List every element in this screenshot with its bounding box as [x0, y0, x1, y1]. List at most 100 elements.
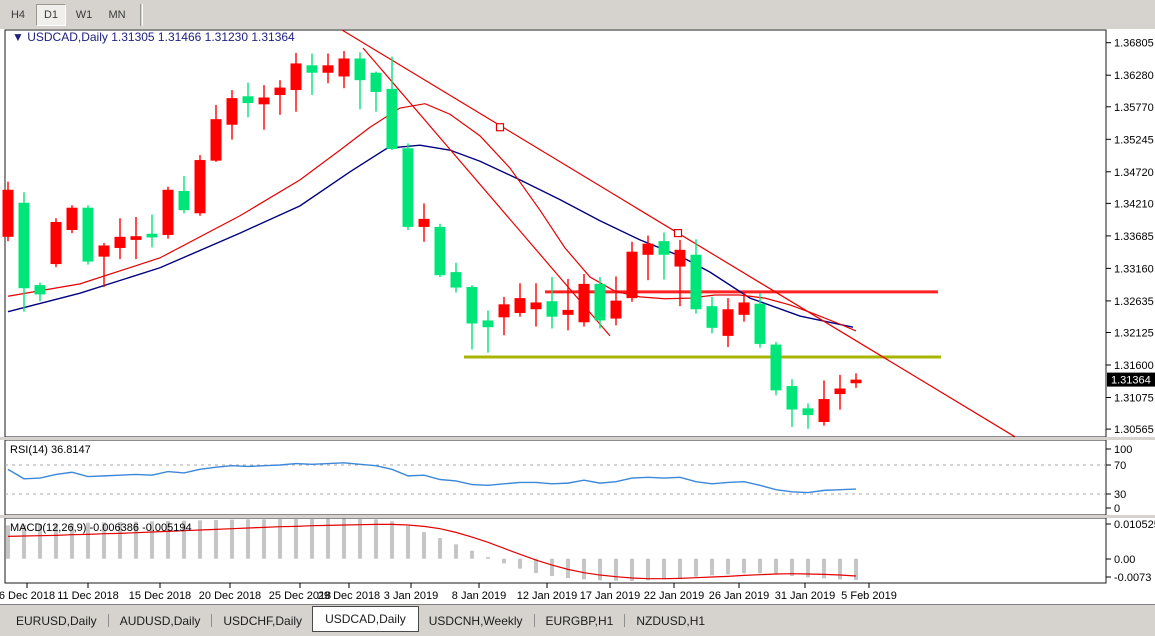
- macd-histogram-bar: [118, 522, 122, 559]
- slow-ma-line: [7, 144, 854, 328]
- candle-body: [210, 119, 222, 161]
- rsi-axis-label: 30: [1114, 489, 1126, 501]
- chart-tabs-bar: EURUSD,Daily AUDUSD,Daily USDCHF,Daily USDC…: [0, 604, 1155, 636]
- macd-histogram-bar: [374, 519, 378, 559]
- macd-histogram-bar: [694, 558, 698, 577]
- timeframe-button-mn[interactable]: MN: [108, 8, 126, 21]
- macd-histogram-bar: [38, 524, 42, 559]
- date-axis-label: 11 Dec 2018: [57, 590, 119, 602]
- candle-body: [354, 58, 366, 81]
- macd-histogram-bar: [790, 558, 794, 577]
- macd-histogram-bar: [822, 558, 826, 579]
- candle-body: [50, 221, 62, 265]
- chart-tab-audusd[interactable]: AUDUSD,Daily: [119, 613, 201, 628]
- candle-body: [34, 285, 46, 295]
- candle-body: [722, 309, 734, 336]
- macd-histogram-bar: [326, 518, 330, 559]
- candle-body: [514, 298, 526, 313]
- timeframe-button-h4[interactable]: H4: [10, 8, 26, 21]
- candle-body: [626, 251, 638, 299]
- candle-body: [562, 309, 574, 315]
- price-axis-label: 1.35770: [1114, 102, 1154, 114]
- price-axis-label: 1.32635: [1114, 296, 1154, 308]
- candle-body: [610, 300, 622, 319]
- trendline-handle[interactable]: [673, 229, 683, 238]
- candle-body: [818, 399, 830, 422]
- tab-divider: [624, 614, 626, 627]
- descending-trendline-2[interactable]: [362, 47, 611, 337]
- date-axis-label: 5 Feb 2019: [841, 590, 897, 602]
- candle-body: [82, 207, 94, 262]
- rsi-axis-label: 0: [1114, 503, 1120, 515]
- price-axis-label: 1.36805: [1114, 38, 1154, 50]
- candle-body: [194, 160, 206, 214]
- candle-body: [66, 207, 78, 231]
- chart-tab-nzdusd[interactable]: NZDUSD,H1: [636, 613, 706, 628]
- macd-histogram-bar: [342, 518, 346, 559]
- tab-divider: [533, 614, 535, 627]
- macd-histogram-bar: [774, 558, 778, 575]
- current-price-value: 1.31364: [1111, 375, 1151, 387]
- price-axis-label: 1.30565: [1114, 424, 1154, 436]
- candle-body: [642, 243, 654, 255]
- chart-tab-usdcnh[interactable]: USDCNH,Weekly: [428, 613, 523, 628]
- tab-divider: [211, 614, 213, 627]
- price-axis-label: 1.35245: [1114, 134, 1154, 146]
- candle-body: [418, 218, 430, 227]
- price-axis-label: 1.33160: [1114, 263, 1154, 275]
- candle-body: [770, 344, 782, 391]
- candle-body: [482, 320, 494, 328]
- candle-body: [338, 58, 350, 77]
- candle-body: [850, 379, 862, 384]
- macd-histogram-bar: [662, 558, 666, 580]
- candle-body: [706, 306, 718, 328]
- macd-histogram-bar: [230, 519, 234, 559]
- chart-tab-eurusd[interactable]: EURUSD,Daily: [16, 613, 97, 628]
- rsi-pane: [4, 439, 1107, 516]
- chart-tab-usdcad[interactable]: USDCAD,Daily: [312, 606, 419, 632]
- candle-body: [370, 72, 382, 92]
- chart-tab-eurgbp[interactable]: EURGBP,H1: [545, 613, 614, 628]
- macd-signal-line: [7, 523, 857, 580]
- candle-body: [466, 286, 478, 324]
- candle-body: [258, 97, 270, 105]
- macd-pane: [4, 517, 1107, 584]
- macd-axis-label: -0.0073: [1114, 572, 1151, 584]
- macd-histogram-bar: [838, 558, 842, 580]
- macd-histogram-bar: [806, 558, 810, 578]
- timeframe-button-w1[interactable]: W1: [75, 8, 93, 21]
- date-axis-label: 20 Dec 2018: [199, 590, 261, 602]
- date-axis-label: 3 Jan 2019: [384, 590, 438, 602]
- candle-body: [226, 98, 238, 125]
- candle-body: [386, 88, 398, 149]
- chart-tab-usdchf[interactable]: USDCHF,Daily: [223, 613, 303, 628]
- pane-separator[interactable]: [0, 437, 1155, 440]
- pane-separator[interactable]: [0, 515, 1155, 518]
- price-axis-label: 1.36280: [1114, 70, 1154, 82]
- timeframe-button-d1[interactable]: D1: [36, 3, 66, 26]
- macd-indicator-label: MACD(12,26,9) -0.006386 -0.005194: [10, 522, 192, 534]
- trendline-handle[interactable]: [495, 123, 505, 132]
- price-axis-label: 1.33685: [1114, 231, 1154, 243]
- candle-body: [434, 226, 446, 276]
- candle-body: [322, 65, 334, 73]
- date-axis-label: 26 Jan 2019: [709, 590, 770, 602]
- fast-ma-line: [7, 103, 857, 332]
- macd-histogram-bar: [294, 519, 298, 559]
- macd-histogram-bar: [550, 558, 554, 577]
- macd-histogram-bar: [854, 558, 858, 581]
- macd-histogram-bar: [742, 558, 746, 574]
- macd-histogram-bar: [582, 558, 586, 580]
- current-price-badge: [1107, 372, 1155, 387]
- macd-histogram-bar: [678, 558, 682, 579]
- macd-histogram-bar: [102, 522, 106, 559]
- price-axis-label: 1.32125: [1114, 327, 1154, 339]
- date-axis-label: 17 Jan 2019: [580, 590, 641, 602]
- macd-histogram-bar: [438, 538, 442, 559]
- macd-histogram-bar: [614, 558, 618, 581]
- rsi-axis-label: 70: [1114, 460, 1126, 472]
- candle-body: [658, 241, 670, 255]
- macd-histogram-bar: [54, 523, 58, 559]
- candle-body: [530, 302, 542, 310]
- price-axis-label: 1.34720: [1114, 167, 1154, 179]
